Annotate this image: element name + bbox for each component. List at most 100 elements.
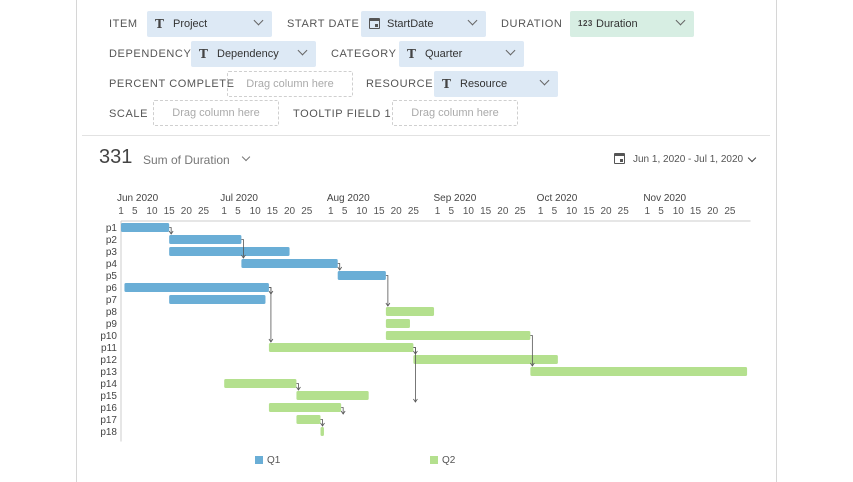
day-tick-label: 5 xyxy=(448,206,454,217)
day-tick-label: 5 xyxy=(342,206,348,217)
task-label: p9 xyxy=(106,319,118,330)
day-tick-label: 15 xyxy=(164,206,176,217)
day-tick-label: 20 xyxy=(600,206,612,217)
task-bar-p14 xyxy=(224,379,297,388)
dependency-connector xyxy=(413,347,416,402)
task-label: p14 xyxy=(100,379,117,390)
task-bar-p18 xyxy=(320,427,324,436)
day-tick-label: 10 xyxy=(566,206,578,217)
legend-label-q2: Q2 xyxy=(442,455,456,466)
dependency-arrowhead xyxy=(340,410,346,415)
dependency-arrowhead xyxy=(168,230,174,235)
category-field-dropdown[interactable]: T Quarter xyxy=(399,41,524,67)
dependency-arrowhead xyxy=(241,254,246,259)
day-tick-label: 25 xyxy=(408,206,420,217)
duration-field-label: DURATION xyxy=(501,18,563,30)
dependency-connector xyxy=(320,419,323,426)
percent-complete-drop-zone[interactable]: Drag column here xyxy=(227,71,353,97)
task-label: p6 xyxy=(106,283,118,294)
task-label: p2 xyxy=(106,235,118,246)
day-tick-label: 5 xyxy=(132,206,138,217)
legend-item-q2: Q2 xyxy=(430,455,455,466)
task-label: p17 xyxy=(100,415,117,426)
dependency-connector xyxy=(337,263,341,270)
day-tick-label: 20 xyxy=(707,206,719,217)
day-tick-label: 1 xyxy=(645,206,651,217)
start-date-field-dropdown[interactable]: StartDate xyxy=(361,11,486,37)
task-bar-p6 xyxy=(124,283,269,292)
day-tick-label: 1 xyxy=(118,206,124,217)
month-label: Nov 2020 xyxy=(643,193,686,204)
duration-field-value: Duration xyxy=(596,18,638,30)
task-bar-p2 xyxy=(169,235,242,244)
dependency-connector xyxy=(530,335,533,366)
task-bar-p7 xyxy=(169,295,266,304)
item-field-dropdown[interactable]: T Project xyxy=(147,11,272,37)
category-field-label: CATEGORY xyxy=(331,48,397,60)
dependency-field-dropdown[interactable]: T Dependency xyxy=(191,41,316,67)
day-tick-label: 5 xyxy=(235,206,241,217)
dependency-arrowhead xyxy=(530,362,535,367)
day-tick-label: 1 xyxy=(435,206,441,217)
dependency-arrowhead xyxy=(413,398,418,403)
date-range-selector[interactable]: Jun 1, 2020 - Jul 1, 2020 xyxy=(633,154,744,165)
legend-label-q1: Q1 xyxy=(267,455,281,466)
text-icon: T xyxy=(442,77,451,91)
tooltip-field-drop-zone[interactable]: Drag column here xyxy=(392,100,518,126)
item-field-label: ITEM xyxy=(109,18,138,30)
category-field-value: Quarter xyxy=(425,48,463,60)
day-tick-label: 10 xyxy=(146,206,158,217)
dependency-arrowhead xyxy=(337,266,343,271)
start-date-field-value: StartDate xyxy=(387,18,434,30)
section-divider xyxy=(82,135,770,136)
task-label: p11 xyxy=(101,343,117,354)
item-field-value: Project xyxy=(173,18,208,30)
number-icon: 123 xyxy=(578,19,593,28)
task-label: p18 xyxy=(100,427,117,438)
legend-swatch-q1 xyxy=(255,456,263,464)
calendar-icon xyxy=(614,153,625,164)
day-tick-label: 1 xyxy=(221,206,227,217)
total-value: 331 xyxy=(99,146,133,168)
tooltip-field-label: TOOLTIP FIELD 1 xyxy=(293,108,392,120)
scale-drop-zone[interactable]: Drag column here xyxy=(153,100,279,126)
task-label: p5 xyxy=(106,271,118,282)
day-tick-label: 25 xyxy=(301,206,313,217)
day-tick-label: 15 xyxy=(373,206,385,217)
month-label: Jul 2020 xyxy=(220,193,258,204)
day-tick-label: 20 xyxy=(391,206,403,217)
task-label: p10 xyxy=(100,331,117,342)
task-bar-p8 xyxy=(385,307,435,316)
dependency-connector xyxy=(268,287,272,342)
day-tick-label: 10 xyxy=(356,206,368,217)
day-tick-label: 5 xyxy=(552,206,558,217)
calendar-icon xyxy=(369,18,380,29)
task-bar-p4 xyxy=(241,259,338,268)
dependency-field-label: DEPENDENCY xyxy=(109,48,192,60)
month-label: Jun 2020 xyxy=(117,193,159,204)
task-label: p12 xyxy=(100,355,117,366)
task-label: p8 xyxy=(106,307,118,318)
day-tick-label: 15 xyxy=(480,206,492,217)
day-tick-label: 25 xyxy=(618,206,630,217)
dependency-arrowhead xyxy=(296,386,301,391)
dependency-field-value: Dependency xyxy=(217,48,279,60)
month-label: Sep 2020 xyxy=(433,193,476,204)
task-bar-p16 xyxy=(268,403,342,412)
text-icon: T xyxy=(155,17,164,31)
task-label: p16 xyxy=(100,403,117,414)
task-bar-p13 xyxy=(530,367,748,376)
task-label: p15 xyxy=(100,391,117,402)
duration-field-dropdown[interactable]: 123 Duration xyxy=(570,11,694,37)
resource-field-dropdown[interactable]: T Resource xyxy=(434,71,558,97)
task-bar-p11 xyxy=(268,343,414,352)
measure-selector[interactable]: Sum of Duration xyxy=(143,153,230,167)
legend-swatch-q2 xyxy=(430,456,438,464)
day-tick-label: 25 xyxy=(724,206,736,217)
task-bar-p15 xyxy=(296,391,369,400)
dependency-arrowhead xyxy=(268,338,274,343)
day-tick-label: 10 xyxy=(250,206,262,217)
day-tick-label: 20 xyxy=(181,206,193,217)
task-label: p4 xyxy=(106,259,118,270)
